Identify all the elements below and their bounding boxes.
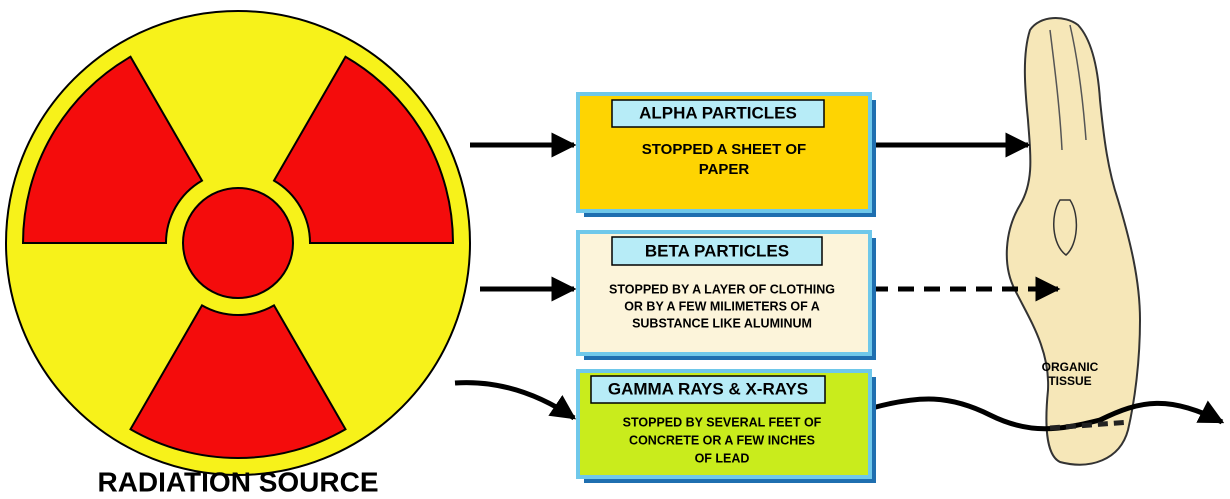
box-text: STOPPED BY SEVERAL FEET OF <box>623 415 822 429</box>
box-gamma: GAMMA RAYS & X-RAYS STOPPED BY SEVERAL F… <box>578 371 876 483</box>
box-text: OF LEAD <box>695 451 750 465</box>
radiation-symbol <box>6 11 470 475</box>
source-label: RADIATION SOURCE <box>97 466 378 497</box>
box-title: BETA PARTICLES <box>645 241 789 260</box>
diagram: RADIATION SOURCE ORGANIC TISSUE ALPHA PA… <box>0 0 1230 499</box>
tissue-label: TISSUE <box>1048 374 1091 388</box>
box-text: STOPPED BY A LAYER OF CLOTHING <box>609 282 835 296</box>
box-text: OR BY A FEW MILIMETERS OF A <box>624 299 820 313</box>
box-alpha: ALPHA PARTICLES STOPPED A SHEET OF PAPER <box>578 94 876 217</box>
box-title: GAMMA RAYS & X-RAYS <box>608 379 808 398</box>
page: {"source": {"label": "RADIATION SOURCE"}… <box>0 0 1230 499</box>
box-text: CONCRETE OR A FEW INCHES <box>629 433 815 447</box>
tissue-label: ORGANIC <box>1042 360 1099 374</box>
box-text: SUBSTANCE LIKE ALUMINUM <box>632 316 812 330</box>
box-beta: BETA PARTICLES STOPPED BY A LAYER OF CLO… <box>578 232 876 360</box>
box-text: PAPER <box>699 161 750 178</box>
box-title: ALPHA PARTICLES <box>639 103 797 122</box>
box-text: STOPPED A SHEET OF <box>642 141 806 158</box>
